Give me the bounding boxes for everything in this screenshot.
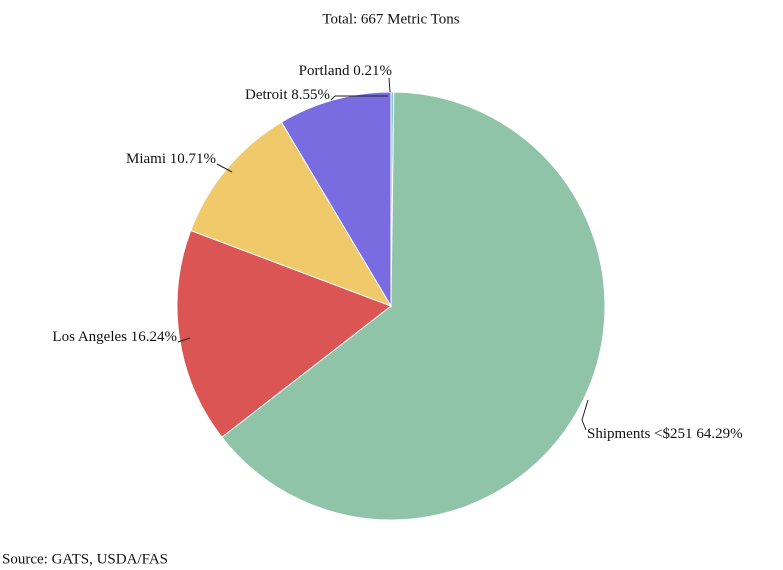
source-note: Source: GATS, USDA/FAS <box>2 551 168 567</box>
leader-line <box>216 163 233 173</box>
pie-slice <box>176 229 393 438</box>
slice-name: Detroit <box>245 87 288 103</box>
pie-slice <box>190 121 393 307</box>
slice-label: Los Angeles 16.24% <box>52 329 177 345</box>
slice-name: Portland <box>299 63 350 79</box>
leader-line <box>177 337 191 343</box>
slice-name: Shipments <$251 <box>587 426 693 442</box>
leader-line <box>330 95 388 101</box>
leader-line <box>581 399 589 431</box>
slice-value: 0.21% <box>353 63 392 79</box>
slice-value: 16.24% <box>131 329 177 345</box>
pie-slice <box>280 91 392 308</box>
slice-value: 8.55% <box>291 87 330 103</box>
slice-value: 64.29% <box>696 426 742 442</box>
slice-name: Los Angeles <box>52 329 127 345</box>
leader-line <box>388 77 391 93</box>
slice-label: Miami 10.71% <box>126 151 216 167</box>
slice-value: 10.71% <box>170 151 216 167</box>
slice-label: Shipments <$251 64.29% <box>587 426 743 442</box>
pie-slice <box>221 91 606 521</box>
slice-label: Portland 0.21% <box>299 63 392 79</box>
chart-title: Total: 667 Metric Tons <box>322 11 459 27</box>
slice-name: Miami <box>126 151 166 167</box>
slice-label: Detroit 8.55% <box>245 87 330 103</box>
